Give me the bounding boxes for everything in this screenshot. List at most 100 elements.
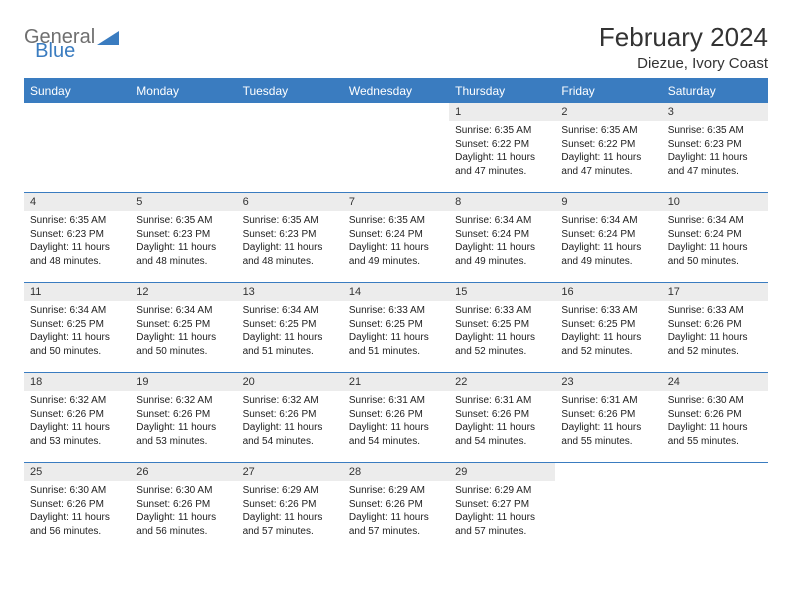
day-details: Sunrise: 6:31 AMSunset: 6:26 PMDaylight:… (343, 391, 449, 452)
sunrise-line: Sunrise: 6:34 AM (668, 214, 762, 228)
day-details: Sunrise: 6:34 AMSunset: 6:25 PMDaylight:… (130, 301, 236, 362)
daylight-line: Daylight: 11 hours and 50 minutes. (136, 331, 230, 358)
sunset-line: Sunset: 6:27 PM (455, 498, 549, 512)
sunrise-line: Sunrise: 6:32 AM (30, 394, 124, 408)
sunset-line: Sunset: 6:26 PM (455, 408, 549, 422)
day-details: Sunrise: 6:35 AMSunset: 6:23 PMDaylight:… (237, 211, 343, 272)
daylight-line: Daylight: 11 hours and 48 minutes. (30, 241, 124, 268)
day-details: Sunrise: 6:29 AMSunset: 6:26 PMDaylight:… (343, 481, 449, 542)
sunrise-line: Sunrise: 6:34 AM (136, 304, 230, 318)
daylight-line: Daylight: 11 hours and 56 minutes. (136, 511, 230, 538)
day-number: 13 (237, 283, 343, 301)
sunrise-line: Sunrise: 6:31 AM (455, 394, 549, 408)
day-number: 9 (555, 193, 661, 211)
day-details: Sunrise: 6:32 AMSunset: 6:26 PMDaylight:… (130, 391, 236, 452)
daylight-line: Daylight: 11 hours and 56 minutes. (30, 511, 124, 538)
day-number: 3 (662, 103, 768, 121)
daylight-line: Daylight: 11 hours and 47 minutes. (668, 151, 762, 178)
calendar-week-row: 11Sunrise: 6:34 AMSunset: 6:25 PMDayligh… (24, 283, 768, 373)
calendar-day-cell: 3Sunrise: 6:35 AMSunset: 6:23 PMDaylight… (662, 103, 768, 193)
sunset-line: Sunset: 6:22 PM (455, 138, 549, 152)
daylight-line: Daylight: 11 hours and 50 minutes. (30, 331, 124, 358)
sunset-line: Sunset: 6:25 PM (349, 318, 443, 332)
sunrise-line: Sunrise: 6:34 AM (30, 304, 124, 318)
day-number: 27 (237, 463, 343, 481)
day-number: 28 (343, 463, 449, 481)
day-number: 19 (130, 373, 236, 391)
daylight-line: Daylight: 11 hours and 52 minutes. (668, 331, 762, 358)
daylight-line: Daylight: 11 hours and 48 minutes. (136, 241, 230, 268)
sunrise-line: Sunrise: 6:35 AM (30, 214, 124, 228)
sunset-line: Sunset: 6:26 PM (668, 318, 762, 332)
calendar-day-cell: 17Sunrise: 6:33 AMSunset: 6:26 PMDayligh… (662, 283, 768, 373)
sunrise-line: Sunrise: 6:30 AM (668, 394, 762, 408)
day-number: 6 (237, 193, 343, 211)
sunrise-line: Sunrise: 6:34 AM (455, 214, 549, 228)
day-number: 7 (343, 193, 449, 211)
calendar-day-cell: 5Sunrise: 6:35 AMSunset: 6:23 PMDaylight… (130, 193, 236, 283)
daylight-line: Daylight: 11 hours and 54 minutes. (243, 421, 337, 448)
sunrise-line: Sunrise: 6:30 AM (136, 484, 230, 498)
calendar-day-cell: 20Sunrise: 6:32 AMSunset: 6:26 PMDayligh… (237, 373, 343, 463)
daylight-line: Daylight: 11 hours and 49 minutes. (561, 241, 655, 268)
month-title: February 2024 (599, 22, 768, 53)
calendar-day-cell: 14Sunrise: 6:33 AMSunset: 6:25 PMDayligh… (343, 283, 449, 373)
sunrise-line: Sunrise: 6:35 AM (349, 214, 443, 228)
day-details: Sunrise: 6:35 AMSunset: 6:23 PMDaylight:… (130, 211, 236, 272)
sunset-line: Sunset: 6:26 PM (30, 408, 124, 422)
day-number: 23 (555, 373, 661, 391)
weekday-header: Sunday (24, 79, 130, 103)
day-number: 22 (449, 373, 555, 391)
sunset-line: Sunset: 6:23 PM (30, 228, 124, 242)
day-details: Sunrise: 6:34 AMSunset: 6:24 PMDaylight:… (662, 211, 768, 272)
sunset-line: Sunset: 6:26 PM (243, 498, 337, 512)
day-number: 11 (24, 283, 130, 301)
calendar-day-cell: 28Sunrise: 6:29 AMSunset: 6:26 PMDayligh… (343, 463, 449, 553)
sunset-line: Sunset: 6:23 PM (136, 228, 230, 242)
day-details: Sunrise: 6:32 AMSunset: 6:26 PMDaylight:… (237, 391, 343, 452)
daylight-line: Daylight: 11 hours and 57 minutes. (455, 511, 549, 538)
day-details: Sunrise: 6:33 AMSunset: 6:25 PMDaylight:… (555, 301, 661, 362)
sunrise-line: Sunrise: 6:33 AM (561, 304, 655, 318)
calendar-week-row: 25Sunrise: 6:30 AMSunset: 6:26 PMDayligh… (24, 463, 768, 553)
calendar-day-cell: 9Sunrise: 6:34 AMSunset: 6:24 PMDaylight… (555, 193, 661, 283)
daylight-line: Daylight: 11 hours and 50 minutes. (668, 241, 762, 268)
sunset-line: Sunset: 6:23 PM (243, 228, 337, 242)
calendar-day-cell: 29Sunrise: 6:29 AMSunset: 6:27 PMDayligh… (449, 463, 555, 553)
calendar-day-cell: 19Sunrise: 6:32 AMSunset: 6:26 PMDayligh… (130, 373, 236, 463)
sunset-line: Sunset: 6:26 PM (668, 408, 762, 422)
day-details: Sunrise: 6:30 AMSunset: 6:26 PMDaylight:… (24, 481, 130, 542)
logo-triangle-icon (97, 31, 119, 45)
day-details: Sunrise: 6:30 AMSunset: 6:26 PMDaylight:… (662, 391, 768, 452)
calendar-empty-cell (237, 103, 343, 193)
calendar-day-cell: 16Sunrise: 6:33 AMSunset: 6:25 PMDayligh… (555, 283, 661, 373)
calendar-day-cell: 25Sunrise: 6:30 AMSunset: 6:26 PMDayligh… (24, 463, 130, 553)
day-number: 1 (449, 103, 555, 121)
calendar-day-cell: 10Sunrise: 6:34 AMSunset: 6:24 PMDayligh… (662, 193, 768, 283)
calendar-day-cell: 15Sunrise: 6:33 AMSunset: 6:25 PMDayligh… (449, 283, 555, 373)
daylight-line: Daylight: 11 hours and 54 minutes. (349, 421, 443, 448)
daylight-line: Daylight: 11 hours and 57 minutes. (349, 511, 443, 538)
sunrise-line: Sunrise: 6:29 AM (349, 484, 443, 498)
calendar-day-cell: 13Sunrise: 6:34 AMSunset: 6:25 PMDayligh… (237, 283, 343, 373)
daylight-line: Daylight: 11 hours and 53 minutes. (30, 421, 124, 448)
sunrise-line: Sunrise: 6:29 AM (455, 484, 549, 498)
calendar-day-cell: 1Sunrise: 6:35 AMSunset: 6:22 PMDaylight… (449, 103, 555, 193)
calendar-day-cell: 27Sunrise: 6:29 AMSunset: 6:26 PMDayligh… (237, 463, 343, 553)
calendar-day-cell: 7Sunrise: 6:35 AMSunset: 6:24 PMDaylight… (343, 193, 449, 283)
sunset-line: Sunset: 6:26 PM (561, 408, 655, 422)
calendar-header-row: SundayMondayTuesdayWednesdayThursdayFrid… (24, 79, 768, 103)
logo-text-blue: Blue (35, 40, 75, 62)
sunset-line: Sunset: 6:26 PM (243, 408, 337, 422)
day-details: Sunrise: 6:34 AMSunset: 6:25 PMDaylight:… (24, 301, 130, 362)
sunset-line: Sunset: 6:24 PM (561, 228, 655, 242)
logo: General Blue (24, 26, 159, 49)
daylight-line: Daylight: 11 hours and 51 minutes. (349, 331, 443, 358)
calendar-page: General Blue February 2024 Diezue, Ivory… (0, 0, 792, 565)
sunrise-line: Sunrise: 6:33 AM (455, 304, 549, 318)
day-details: Sunrise: 6:34 AMSunset: 6:25 PMDaylight:… (237, 301, 343, 362)
weekday-header: Friday (555, 79, 661, 103)
daylight-line: Daylight: 11 hours and 51 minutes. (243, 331, 337, 358)
sunset-line: Sunset: 6:24 PM (668, 228, 762, 242)
day-details: Sunrise: 6:32 AMSunset: 6:26 PMDaylight:… (24, 391, 130, 452)
